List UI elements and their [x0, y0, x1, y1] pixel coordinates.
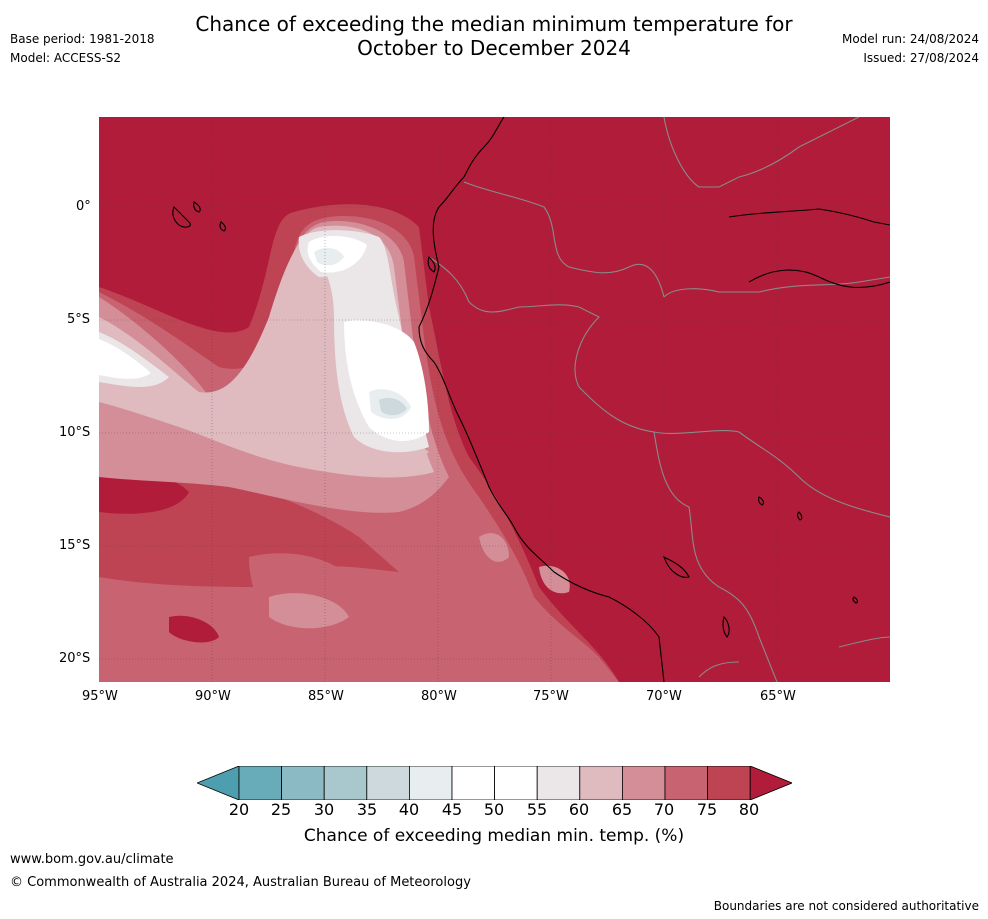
base-period-text: Base period: 1981-2018 — [10, 32, 155, 46]
map-title: Chance of exceeding the median minimum t… — [0, 12, 988, 60]
coastline — [172, 117, 890, 682]
colorbar-cell — [664, 766, 708, 800]
issued-text: Issued: 27/08/2024 — [863, 51, 979, 65]
colorbar-cell — [494, 766, 538, 800]
colorbar-arrow-high — [749, 766, 792, 800]
lon-label-65w: 65°W — [760, 689, 796, 704]
colorbar-tick: 45 — [441, 800, 463, 819]
colorbar-cell — [366, 766, 410, 800]
colorbar-tick: 55 — [526, 800, 548, 819]
colorbar-tick: 75 — [696, 800, 718, 819]
footer-url[interactable]: www.bom.gov.au/climate — [10, 852, 174, 867]
lon-label-90w: 90°W — [195, 689, 231, 704]
footer-copyright: © Commonwealth of Australia 2024, Austra… — [10, 875, 471, 890]
contour-40 — [379, 397, 407, 416]
colorbar-cell — [621, 766, 666, 800]
colorbar-tick: 50 — [483, 800, 505, 819]
lat-label-5s: 5°S — [67, 312, 91, 327]
lat-label-10s: 10°S — [59, 425, 91, 440]
title-line-2: October to December 2024 — [357, 36, 631, 60]
forecast-map — [99, 117, 890, 682]
colorbar-tick: 65 — [611, 800, 633, 819]
lon-label-95w: 95°W — [82, 689, 118, 704]
colorbar-title: Chance of exceeding median min. temp. (%… — [303, 826, 685, 846]
lat-label-15s: 15°S — [59, 538, 91, 553]
colorbar-cell — [707, 766, 751, 800]
title-line-1: Chance of exceeding the median minimum t… — [195, 12, 793, 36]
colorbar-cell — [536, 766, 581, 800]
colorbar-tick: 70 — [653, 800, 675, 819]
colorbar-tick: 40 — [398, 800, 420, 819]
model-run-text: Model run: 24/08/2024 — [841, 32, 979, 46]
footer-disclaimer: Boundaries are not considered authoritat… — [713, 899, 979, 913]
model-text: Model: ACCESS-S2 — [10, 51, 122, 65]
colorbar — [197, 766, 792, 800]
colorbar-tick: 35 — [356, 800, 378, 819]
colorbar-arrow-low — [197, 766, 240, 800]
lon-label-75w: 75°W — [533, 689, 569, 704]
colorbar-tick: 30 — [313, 800, 335, 819]
colorbar-cell — [323, 766, 368, 800]
colorbar-tick: 20 — [228, 800, 250, 819]
country-borders — [428, 117, 890, 682]
lat-label-20s: 20°S — [59, 651, 91, 666]
colorbar-cell — [579, 766, 623, 800]
colorbar-tick: 25 — [270, 800, 292, 819]
colorbar-cell — [408, 766, 453, 800]
colorbar-cell — [238, 766, 282, 800]
colorbar-tick: 80 — [738, 800, 760, 819]
colorbar-tick: 60 — [568, 800, 590, 819]
colorbar-cell — [281, 766, 325, 800]
lat-label-0: 0° — [76, 199, 91, 214]
lon-label-80w: 80°W — [421, 689, 457, 704]
lon-label-70w: 70°W — [646, 689, 682, 704]
colorbar-ticks: 20 25 30 35 40 45 50 55 60 65 70 75 80 — [0, 800, 988, 822]
graticule — [99, 117, 890, 682]
colorbar-cell — [451, 766, 495, 800]
lon-label-85w: 85°W — [308, 689, 344, 704]
